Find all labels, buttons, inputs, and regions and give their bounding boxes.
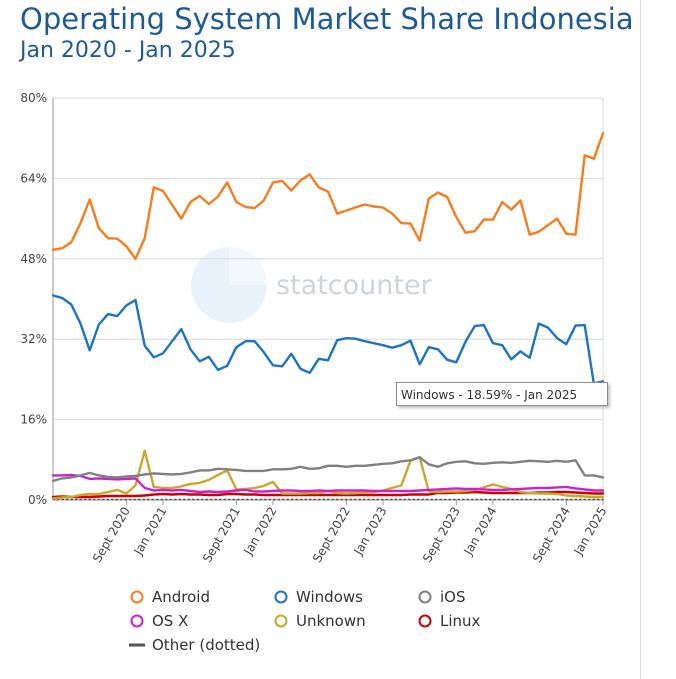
series-line-os-x[interactable] [51, 473, 605, 494]
x-tick-label: Jan 2023 [351, 505, 390, 559]
series-line-windows[interactable] [51, 294, 605, 385]
x-tick-label: Sept 2024 [530, 505, 573, 565]
legend-item-ios[interactable]: iOS [416, 588, 466, 606]
series-line-android[interactable] [51, 131, 605, 260]
y-tick-label: 16% [20, 413, 47, 427]
watermark-text: statcounter [276, 270, 433, 301]
statcounter-watermark: statcounter [191, 247, 433, 323]
x-tick-label: Jan 2024 [461, 505, 500, 559]
legend-label: Unknown [296, 612, 366, 630]
hover-tooltip: Windows - 18.59% - Jan 2025 [396, 382, 608, 406]
panel-divider [640, 0, 641, 679]
x-tick-label: Jan 2021 [131, 505, 170, 559]
y-tick-label: 48% [20, 252, 47, 266]
x-tick-label: Sept 2021 [200, 505, 243, 565]
series-line-linux[interactable] [51, 490, 605, 499]
legend-line-icon [129, 643, 145, 647]
x-tick-label: Jan 2025 [571, 505, 610, 559]
x-tick-label: Sept 2023 [420, 505, 463, 565]
legend-item-other-dotted[interactable]: Other (dotted) [128, 636, 260, 654]
legend-circle-icon [274, 614, 288, 628]
y-tick-label: 32% [20, 332, 47, 346]
watermark-logo-wedge [229, 247, 267, 285]
legend-item-os-x[interactable]: OS X [128, 612, 188, 630]
y-tick-label: 80% [20, 91, 47, 105]
legend-label: iOS [440, 588, 466, 606]
legend-circle-icon [418, 614, 432, 628]
x-tick-label: Sept 2022 [310, 505, 353, 565]
legend-circle-icon [130, 590, 144, 604]
x-tick-label: Jan 2022 [241, 505, 280, 559]
y-tick-label: 0% [28, 493, 47, 507]
legend-circle-icon [274, 590, 288, 604]
y-tick-label: 64% [20, 171, 47, 185]
legend-label: Windows [296, 588, 363, 606]
legend-label: Linux [440, 612, 481, 630]
legend-circle-icon [418, 590, 432, 604]
legend-label: Other (dotted) [152, 636, 261, 654]
legend-circle-icon [130, 614, 144, 628]
legend-item-linux[interactable]: Linux [416, 612, 480, 630]
x-tick-label: Sept 2020 [90, 505, 133, 565]
legend-item-windows[interactable]: Windows [272, 588, 363, 606]
legend-label: Android [152, 588, 210, 606]
chart-subtitle: Jan 2020 - Jan 2025 [20, 38, 236, 63]
line-chart: statcounter 0%16%32%48%64%80% Sept 2020J… [20, 91, 610, 565]
legend-item-android[interactable]: Android [128, 588, 210, 606]
chart-title: Operating System Market Share Indonesia [20, 2, 634, 36]
series-line-ios[interactable] [51, 456, 605, 483]
legend-label: OS X [152, 612, 189, 630]
legend-item-unknown[interactable]: Unknown [272, 612, 366, 630]
